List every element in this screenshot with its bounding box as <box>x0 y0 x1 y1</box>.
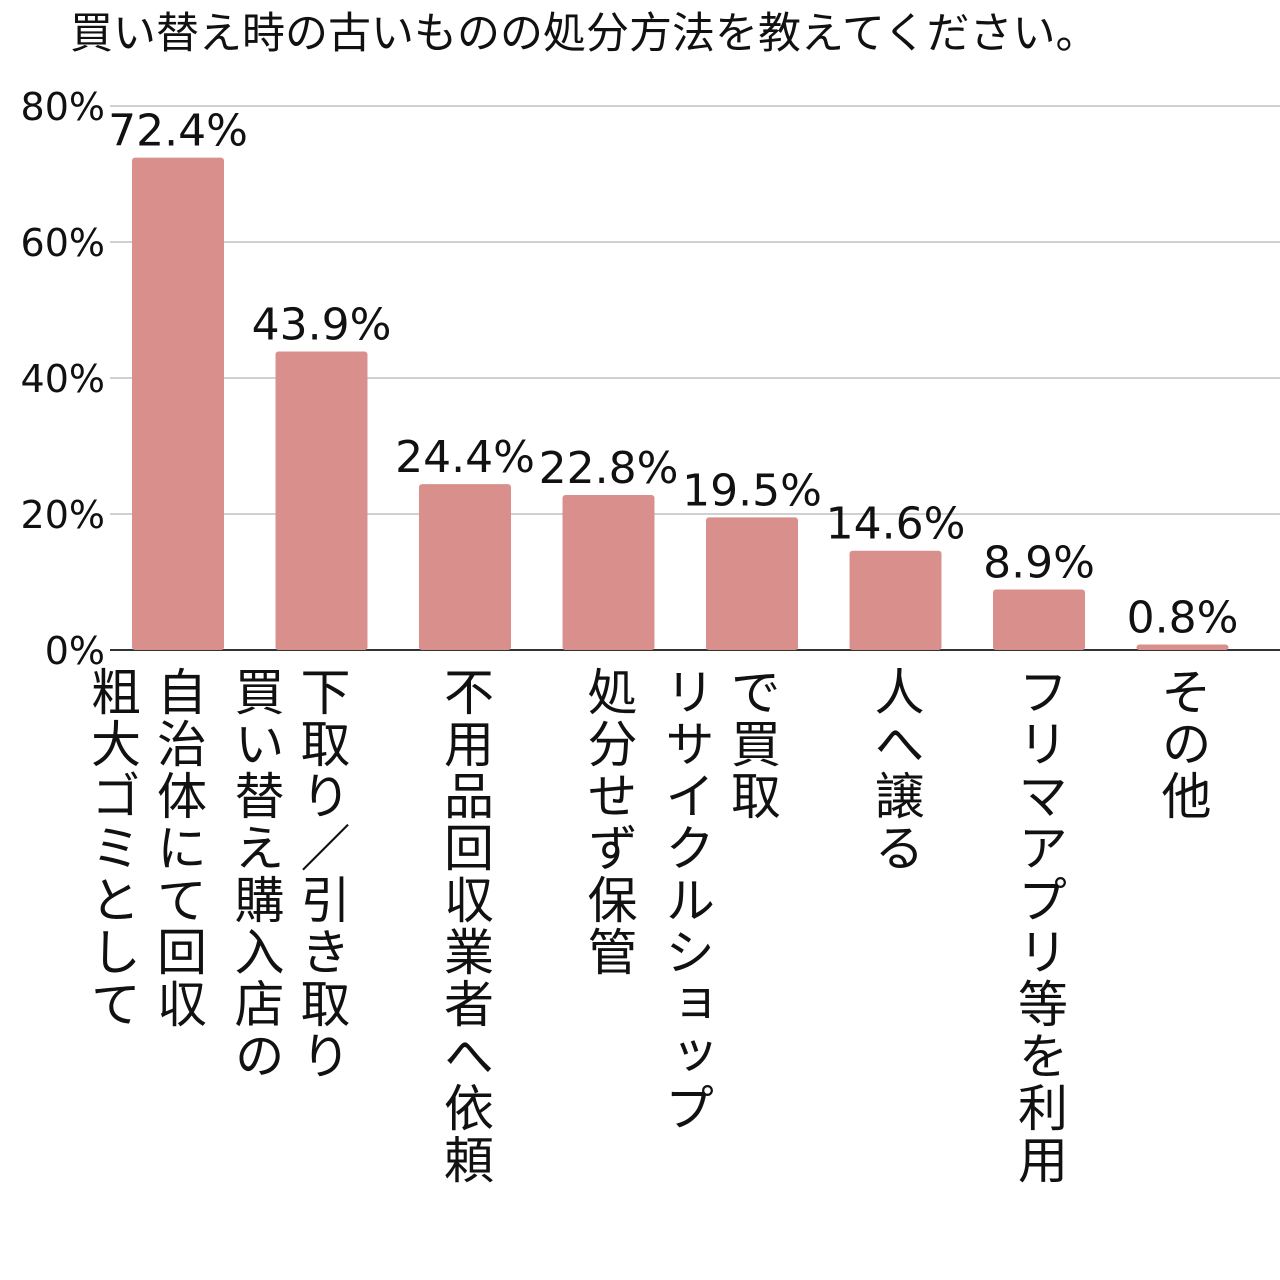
bar <box>132 157 224 650</box>
y-tick-label: 40% <box>21 357 105 401</box>
y-tick-label: 0% <box>45 629 105 673</box>
category-label: 自治体にて回収 粗大ゴミとして <box>83 666 207 1030</box>
value-label: 14.6% <box>826 499 966 550</box>
y-tick-label: 80% <box>21 85 105 129</box>
bars <box>132 157 1229 650</box>
bar <box>562 494 655 650</box>
value-labels: 72.4% 43.9% 24.4% 22.8% 19.5%14.6% 8.9% 0.8% <box>108 106 1238 644</box>
category-label: フリマアプリ等を利用 <box>1010 666 1068 1186</box>
y-tick-label: 20% <box>21 493 105 537</box>
value-label: 24.4% <box>395 432 535 483</box>
value-label: 72.4% <box>108 106 248 157</box>
value-label: 8.9% <box>983 537 1095 588</box>
y-tick-label: 60% <box>21 221 105 265</box>
value-label: 43.9% <box>252 299 392 350</box>
category-label: で買取 リサイクルショップ <box>657 666 781 1134</box>
bar <box>993 589 1085 650</box>
bar <box>1136 644 1229 650</box>
category-label: 人へ譲る <box>866 666 925 874</box>
category-label: 処分せず保管 <box>579 666 638 978</box>
bar <box>275 351 368 650</box>
value-label: 22.8% <box>539 443 679 494</box>
y-axis-tick-labels: 0% 20% 40% 60% 80% <box>21 85 105 673</box>
category-label: 不用品回収業者へ依頼 <box>436 666 494 1186</box>
bar <box>849 550 942 650</box>
chart-title: 買い替え時の古いものの処分方法を教えてください。 <box>70 9 1099 59</box>
bar <box>706 517 798 650</box>
value-label: 0.8% <box>1127 593 1239 644</box>
category-label: 下取り／引き取り 買い替え購入店の <box>226 666 351 1082</box>
bar <box>419 484 511 650</box>
category-label: その他 <box>1153 666 1212 822</box>
value-label: 19.5% <box>682 465 822 516</box>
